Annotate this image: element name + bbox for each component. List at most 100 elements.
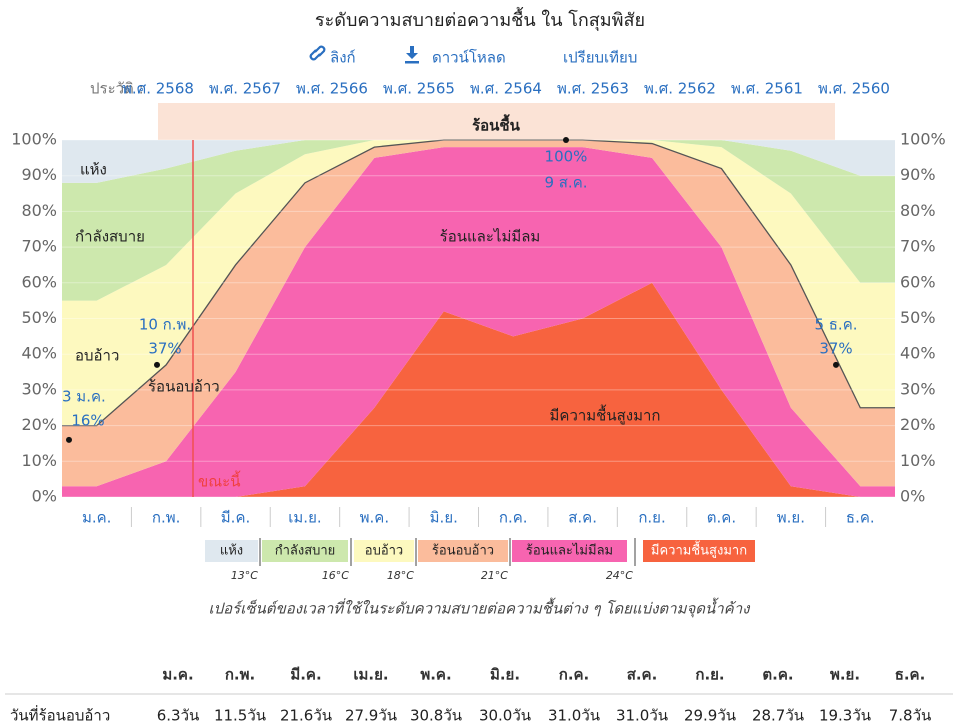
x-tick-label: พ.ย. bbox=[777, 509, 805, 527]
table-cell: 28.7วัน bbox=[752, 707, 804, 725]
annotation-date: 5 ธ.ค. bbox=[814, 315, 857, 333]
table-header: ก.ค. bbox=[559, 666, 590, 684]
y2-tick-label: 80% bbox=[900, 201, 936, 220]
table-header: มี.ค. bbox=[290, 666, 321, 684]
x-tick-label: ก.ค. bbox=[499, 509, 528, 527]
x-tick-label: ก.ย. bbox=[638, 509, 665, 527]
y-tick-label: 0% bbox=[32, 487, 57, 506]
header-link[interactable]: เปรียบเทียบ bbox=[563, 49, 637, 67]
muggy-line bbox=[62, 139, 895, 427]
legend-label: ร้อนและไม่มีลม bbox=[526, 543, 613, 559]
legend-label: อบอ้าว bbox=[365, 544, 403, 559]
y2-tick-label: 0% bbox=[900, 487, 925, 506]
x-tick-label: พ.ค. bbox=[360, 509, 389, 527]
table-cell: 27.9วัน bbox=[345, 707, 397, 725]
y2-tick-label: 70% bbox=[900, 237, 936, 256]
y2-tick-label: 50% bbox=[900, 308, 936, 327]
y-tick-label: 40% bbox=[21, 344, 57, 363]
caption: เปอร์เซ็นต์ของเวลาที่ใช้ในระดับความสบายต… bbox=[209, 598, 752, 618]
table-header: ส.ค. bbox=[627, 666, 658, 684]
history-link[interactable]: พ.ศ. 2561 bbox=[731, 80, 803, 98]
y2-tick-label: 20% bbox=[900, 415, 936, 434]
annotation-date: 9 ส.ค. bbox=[544, 174, 587, 192]
band-label: ร้อนและไม่มีลม bbox=[440, 228, 541, 246]
table-header: พ.ค. bbox=[420, 666, 451, 684]
download-icon bbox=[405, 46, 419, 64]
y-tick-label: 80% bbox=[21, 201, 57, 220]
legend-label: มีความชื้นสูงมาก bbox=[651, 541, 747, 559]
annotation-dot bbox=[154, 361, 160, 368]
y2-tick-label: 40% bbox=[900, 344, 936, 363]
annotation-value: 100% bbox=[545, 148, 588, 166]
annotation-value: 16% bbox=[71, 411, 104, 429]
history-link[interactable]: พ.ศ. 2567 bbox=[209, 80, 281, 98]
table-cell: 31.0วัน bbox=[548, 707, 600, 725]
table-cell: 30.8วัน bbox=[410, 707, 462, 725]
y-tick-label: 70% bbox=[21, 237, 57, 256]
band-label: แห้ง bbox=[80, 161, 107, 179]
now-label: ขณะนี้ bbox=[198, 471, 241, 491]
history-link[interactable]: พ.ศ. 2563 bbox=[557, 80, 629, 98]
table-header: ต.ค. bbox=[762, 666, 793, 684]
table-header: ธ.ค. bbox=[895, 666, 926, 684]
link-icon bbox=[309, 45, 326, 61]
table-cell: 21.6วัน bbox=[280, 707, 332, 725]
legend-swatch bbox=[262, 540, 348, 562]
band-label: ร้อนอบอ้าว bbox=[148, 378, 220, 396]
band-label: มีความชื้นสูงมาก bbox=[550, 405, 661, 425]
history-link[interactable]: พ.ศ. 2564 bbox=[470, 80, 542, 98]
area-band bbox=[62, 147, 895, 497]
history-link[interactable]: พ.ศ. 2568 bbox=[122, 80, 194, 98]
table-cell: 30.0วัน bbox=[479, 707, 531, 725]
legend-swatch bbox=[354, 540, 414, 562]
x-tick-label: มิ.ย. bbox=[430, 509, 458, 527]
band-label: อบอ้าว bbox=[75, 347, 119, 365]
x-tick-label: มี.ค. bbox=[221, 509, 250, 527]
y-tick-label: 10% bbox=[21, 451, 57, 470]
table-header: ก.ย. bbox=[695, 666, 724, 684]
header-link[interactable]: ลิงก์ bbox=[330, 49, 356, 67]
legend-swatch bbox=[205, 540, 258, 562]
y2-tick-label: 10% bbox=[900, 451, 936, 470]
band-label: กำลังสบาย bbox=[75, 228, 145, 246]
history-link[interactable]: พ.ศ. 2566 bbox=[296, 80, 368, 98]
x-tick-label: ส.ค. bbox=[568, 509, 597, 527]
area-band bbox=[62, 140, 895, 487]
annotation-value: 37% bbox=[819, 339, 852, 357]
legend-label: ร้อนอบอ้าว bbox=[432, 544, 494, 559]
threshold-label: 13°C bbox=[231, 569, 258, 582]
header-link[interactable]: ดาวน์โหลด bbox=[432, 49, 506, 67]
x-tick-label: เม.ย. bbox=[288, 509, 321, 527]
table-header: ม.ค. bbox=[162, 666, 193, 684]
x-tick-label: ก.พ. bbox=[152, 509, 181, 527]
table-cell: 19.3วัน bbox=[819, 707, 871, 725]
area-band bbox=[62, 140, 895, 183]
table-cell: 11.5วัน bbox=[214, 707, 266, 725]
x-tick-label: ม.ค. bbox=[82, 509, 111, 527]
y2-tick-label: 90% bbox=[900, 165, 936, 184]
legend-swatch bbox=[418, 540, 508, 562]
table-cell: 31.0วัน bbox=[616, 707, 668, 725]
annotation-value: 37% bbox=[148, 339, 181, 357]
table-header: พ.ย. bbox=[830, 666, 860, 684]
annotation-dot bbox=[563, 137, 569, 143]
annotation-date: 3 ม.ค. bbox=[62, 387, 106, 405]
threshold-label: 21°C bbox=[481, 569, 508, 582]
history-link[interactable]: พ.ศ. 2565 bbox=[383, 80, 455, 98]
legend-label: กำลังสบาย bbox=[275, 544, 336, 559]
y-tick-label: 20% bbox=[21, 415, 57, 434]
table-header: มิ.ย. bbox=[490, 666, 520, 684]
annotation-date: 10 ก.พ. bbox=[139, 315, 191, 333]
history-link[interactable]: พ.ศ. 2560 bbox=[818, 80, 890, 98]
legend-label: แห้ง bbox=[220, 544, 243, 559]
history-link[interactable]: พ.ศ. 2562 bbox=[644, 80, 716, 98]
season-label: ร้อนชื้น bbox=[472, 114, 521, 135]
threshold-label: 16°C bbox=[322, 569, 349, 582]
annotation-dot bbox=[66, 436, 72, 443]
table-cell: 7.8วัน bbox=[889, 707, 932, 725]
table-header: เม.ย. bbox=[353, 666, 388, 684]
table-cell: 29.9วัน bbox=[684, 707, 736, 725]
y-tick-label: 90% bbox=[21, 165, 57, 184]
y-tick-label: 100% bbox=[11, 130, 57, 149]
